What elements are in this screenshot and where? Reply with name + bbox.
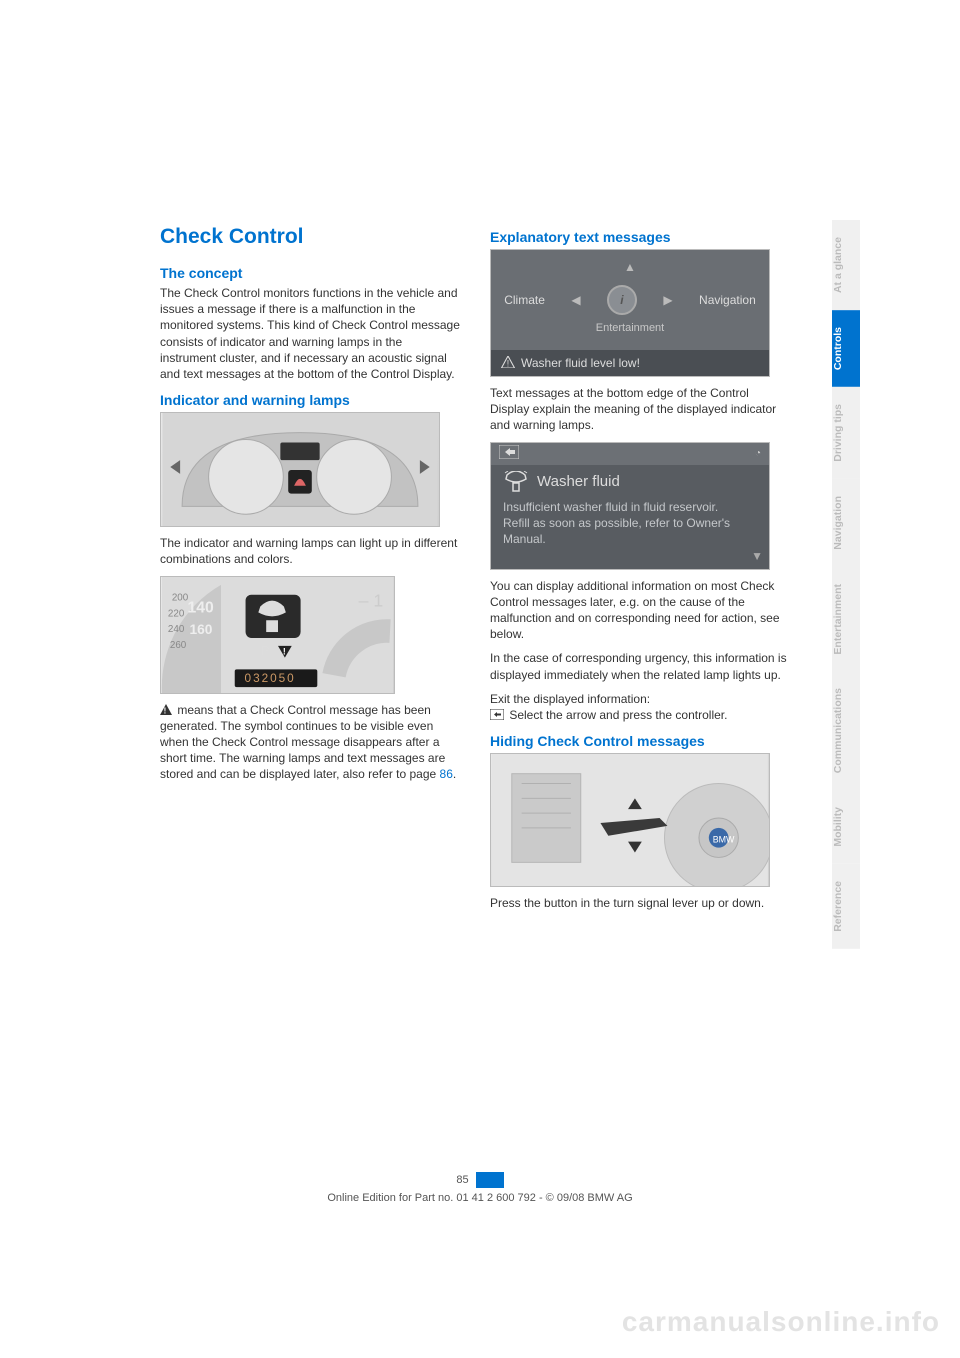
paragraph-explanatory: Text messages at the bottom edge of the … [490,385,790,434]
nav-label-navigation: Navigation [699,293,756,307]
tab-communications[interactable]: Communications [832,671,860,790]
paragraph-exit: Exit the displayed information: Select t… [490,691,790,723]
tab-entertainment[interactable]: Entertainment [832,567,860,672]
footer: 85 Online Edition for Part no. 01 41 2 6… [0,1172,960,1204]
svg-text:032050: 032050 [245,672,296,685]
svg-text:260: 260 [170,639,187,650]
side-tabs: At a glance Controls Driving tips Naviga… [832,220,860,949]
figure-instrument-cluster [160,412,440,527]
tab-driving-tips[interactable]: Driving tips [832,387,860,479]
info-icon: i [607,285,637,315]
left-column: Check Control The concept The Check Cont… [160,225,460,919]
detail-body: Insufficient washer fluid in fluid reser… [503,499,757,548]
back-arrow-icon [490,708,504,719]
cluster-svg [161,413,439,526]
heading-explanatory: Explanatory text messages [490,229,790,245]
paragraph-additional: You can display additional information o… [490,578,790,643]
figure-warning-detail: 200 220 240 260 140 160 P ! 032050 – 1 [160,576,395,694]
tab-controls[interactable]: Controls [832,310,860,387]
detail-title: Washer fluid [537,473,620,490]
heading-indicator: Indicator and warning lamps [160,392,460,408]
page-link-86[interactable]: 86 [440,767,453,781]
clock-icon: ◔ [755,448,761,459]
svg-text:220: 220 [168,608,185,619]
paragraph-indicator: The indicator and warning lamps can ligh… [160,535,460,567]
tab-navigation[interactable]: Navigation [832,479,860,567]
page-title: Check Control [160,225,460,249]
nav-label-entertainment: Entertainment [491,322,769,334]
warning-triangle-icon: ! [160,703,172,714]
watermark: carmanualsonline.info [622,1306,940,1338]
right-column: Explanatory text messages ▲ Climate ◀ i … [490,225,790,919]
svg-text:200: 200 [172,592,189,603]
footer-line: Online Edition for Part no. 01 41 2 600 … [0,1192,960,1204]
paragraph-hiding: Press the button in the turn signal leve… [490,895,790,911]
svg-text:– 1: – 1 [359,590,384,610]
tab-at-a-glance[interactable]: At a glance [832,220,860,310]
svg-text:160: 160 [190,622,213,637]
nav-label-climate: Climate [504,293,545,307]
paragraph-urgency: In the case of corresponding urgency, th… [490,650,790,682]
warning-triangle-icon: ! [501,356,515,371]
page-number-box [476,1172,504,1188]
figure-turn-signal-lever: BMW [490,753,770,887]
svg-text:P: P [260,643,269,658]
svg-text:240: 240 [168,624,185,635]
svg-text:!: ! [283,646,286,656]
svg-text:!: ! [507,358,509,368]
paragraph-concept: The Check Control monitors functions in … [160,285,460,382]
figure-nav-screen: ▲ Climate ◀ i ▶ Navigation Entertainment… [490,249,770,377]
page: Check Control The concept The Check Cont… [0,0,960,1358]
svg-text:BMW: BMW [713,835,735,845]
svg-text:!: ! [164,706,167,715]
svg-text:140: 140 [188,599,214,616]
heading-hiding: Hiding Check Control messages [490,733,790,749]
nav-message: Washer fluid level low! [521,356,640,370]
back-arrow-icon [499,445,519,462]
content-area: Check Control The concept The Check Cont… [160,225,800,919]
scroll-down-icon: ▼ [751,549,763,563]
tab-mobility[interactable]: Mobility [832,790,860,864]
washer-fluid-icon [503,471,529,493]
heading-concept: The concept [160,265,460,281]
tab-reference[interactable]: Reference [832,864,860,949]
page-number: 85 [456,1174,468,1186]
paragraph-generated: ! means that a Check Control message has… [160,702,460,783]
figure-detail-screen: ◔ Washer fluid Insufficient washer fluid… [490,442,770,570]
warning-svg: 200 220 240 260 140 160 P ! 032050 – 1 [161,577,394,693]
